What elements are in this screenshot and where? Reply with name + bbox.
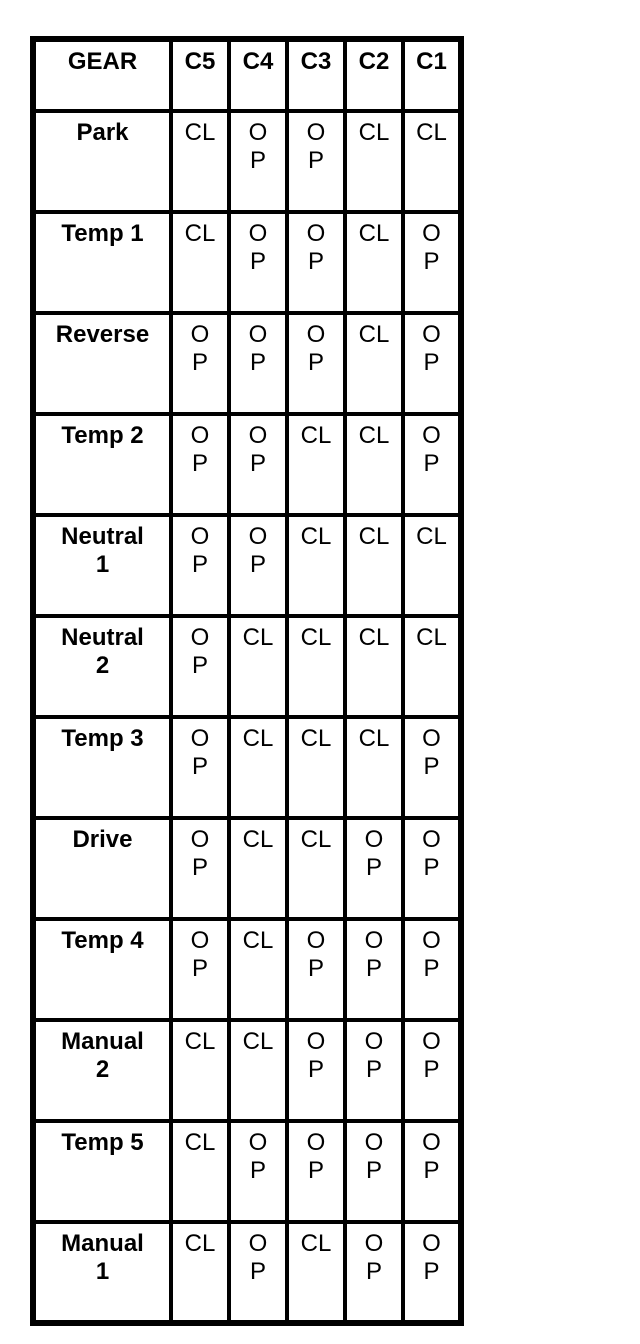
row-header-gear: Reverse bbox=[31, 311, 173, 416]
table-row-temp2: Temp 2 O P O P CL CL O P bbox=[31, 412, 463, 517]
table-row-park: Park CL O P O P CL CL bbox=[31, 109, 463, 214]
column-header-c3: C3 bbox=[285, 37, 347, 113]
clutch-state-cell: O P bbox=[285, 917, 347, 1022]
clutch-state-cell: CL bbox=[401, 614, 463, 719]
clutch-state-cell: CL bbox=[169, 109, 231, 214]
clutch-state-cell: O P bbox=[343, 816, 405, 921]
clutch-state-cell: CL bbox=[285, 1220, 347, 1325]
clutch-state-cell: O P bbox=[343, 1119, 405, 1224]
clutch-state-cell: CL bbox=[285, 816, 347, 921]
row-header-gear: Manual 2 bbox=[31, 1018, 173, 1123]
clutch-state-cell: CL bbox=[285, 715, 347, 820]
column-header-gear: GEAR bbox=[31, 37, 173, 113]
clutch-state-cell: O P bbox=[227, 513, 289, 618]
clutch-state-cell: O P bbox=[285, 109, 347, 214]
clutch-state-cell: O P bbox=[401, 816, 463, 921]
clutch-state-cell: CL bbox=[401, 109, 463, 214]
column-header-c5: C5 bbox=[169, 37, 231, 113]
row-header-gear: Neutral 1 bbox=[31, 513, 173, 618]
clutch-state-cell: O P bbox=[227, 109, 289, 214]
table-row-manual1: Manual 1 CL O P CL O P O P bbox=[31, 1220, 463, 1325]
table-row-temp1: Temp 1 CL O P O P CL O P bbox=[31, 210, 463, 315]
clutch-state-cell: CL bbox=[227, 614, 289, 719]
clutch-state-cell: O P bbox=[401, 210, 463, 315]
clutch-state-cell: O P bbox=[227, 311, 289, 416]
column-header-c1: C1 bbox=[401, 37, 463, 113]
clutch-state-cell: CL bbox=[401, 513, 463, 618]
clutch-state-cell: O P bbox=[227, 210, 289, 315]
clutch-state-cell: CL bbox=[285, 412, 347, 517]
clutch-state-cell: O P bbox=[169, 816, 231, 921]
clutch-state-cell: O P bbox=[227, 1220, 289, 1325]
clutch-state-cell: O P bbox=[227, 1119, 289, 1224]
clutch-state-cell: O P bbox=[401, 412, 463, 517]
clutch-state-cell: CL bbox=[227, 917, 289, 1022]
row-header-gear: Temp 5 bbox=[31, 1119, 173, 1224]
row-header-gear: Temp 4 bbox=[31, 917, 173, 1022]
clutch-state-cell: O P bbox=[169, 715, 231, 820]
row-header-gear: Temp 3 bbox=[31, 715, 173, 820]
table-row-temp3: Temp 3 O P CL CL CL O P bbox=[31, 715, 463, 820]
clutch-state-cell: CL bbox=[227, 715, 289, 820]
clutch-state-cell: CL bbox=[227, 1018, 289, 1123]
clutch-state-cell: CL bbox=[227, 816, 289, 921]
clutch-state-cell: O P bbox=[169, 311, 231, 416]
clutch-state-cell: CL bbox=[343, 614, 405, 719]
table-row-manual2: Manual 2 CL CL O P O P O P bbox=[31, 1018, 463, 1123]
clutch-state-cell: CL bbox=[169, 1119, 231, 1224]
clutch-state-cell: O P bbox=[285, 210, 347, 315]
clutch-state-cell: O P bbox=[285, 1119, 347, 1224]
clutch-state-cell: O P bbox=[401, 311, 463, 416]
clutch-state-cell: CL bbox=[343, 513, 405, 618]
clutch-state-cell: O P bbox=[401, 715, 463, 820]
column-header-c2: C2 bbox=[343, 37, 405, 113]
clutch-state-cell: O P bbox=[401, 917, 463, 1022]
clutch-state-cell: CL bbox=[343, 109, 405, 214]
clutch-state-cell: CL bbox=[285, 513, 347, 618]
clutch-state-cell: CL bbox=[169, 1018, 231, 1123]
row-header-gear: Temp 1 bbox=[31, 210, 173, 315]
table-row-drive: Drive O P CL CL O P O P bbox=[31, 816, 463, 921]
clutch-state-cell: O P bbox=[343, 1220, 405, 1325]
row-header-gear: Neutral 2 bbox=[31, 614, 173, 719]
clutch-state-cell: O P bbox=[401, 1220, 463, 1325]
clutch-state-cell: CL bbox=[343, 311, 405, 416]
clutch-state-cell: O P bbox=[169, 412, 231, 517]
table-row-neutral1: Neutral 1 O P O P CL CL CL bbox=[31, 513, 463, 618]
clutch-state-cell: O P bbox=[169, 513, 231, 618]
clutch-state-cell: O P bbox=[401, 1018, 463, 1123]
table-row-neutral2: Neutral 2 O P CL CL CL CL bbox=[31, 614, 463, 719]
table-row-temp4: Temp 4 O P CL O P O P O P bbox=[31, 917, 463, 1022]
row-header-gear: Temp 2 bbox=[31, 412, 173, 517]
clutch-state-cell: O P bbox=[285, 311, 347, 416]
clutch-state-cell: O P bbox=[343, 917, 405, 1022]
clutch-state-cell: CL bbox=[285, 614, 347, 719]
clutch-state-cell: CL bbox=[343, 210, 405, 315]
row-header-gear: Park bbox=[31, 109, 173, 214]
clutch-state-cell: CL bbox=[169, 210, 231, 315]
clutch-state-cell: CL bbox=[343, 715, 405, 820]
clutch-state-cell: O P bbox=[285, 1018, 347, 1123]
clutch-state-cell: CL bbox=[169, 1220, 231, 1325]
row-header-gear: Drive bbox=[31, 816, 173, 921]
table-row-reverse: Reverse O P O P O P CL O P bbox=[31, 311, 463, 416]
clutch-state-cell: O P bbox=[227, 412, 289, 517]
table-row-temp5: Temp 5 CL O P O P O P O P bbox=[31, 1119, 463, 1224]
header-row: GEAR C5 C4 C3 C2 C1 bbox=[31, 37, 463, 113]
clutch-state-cell: O P bbox=[169, 614, 231, 719]
clutch-state-cell: CL bbox=[343, 412, 405, 517]
column-header-c4: C4 bbox=[227, 37, 289, 113]
clutch-state-cell: O P bbox=[401, 1119, 463, 1224]
gear-clutch-table: GEAR C5 C4 C3 C2 C1 Park CL O P O P CL C… bbox=[30, 36, 464, 1326]
row-header-gear: Manual 1 bbox=[31, 1220, 173, 1325]
clutch-state-cell: O P bbox=[343, 1018, 405, 1123]
clutch-state-cell: O P bbox=[169, 917, 231, 1022]
